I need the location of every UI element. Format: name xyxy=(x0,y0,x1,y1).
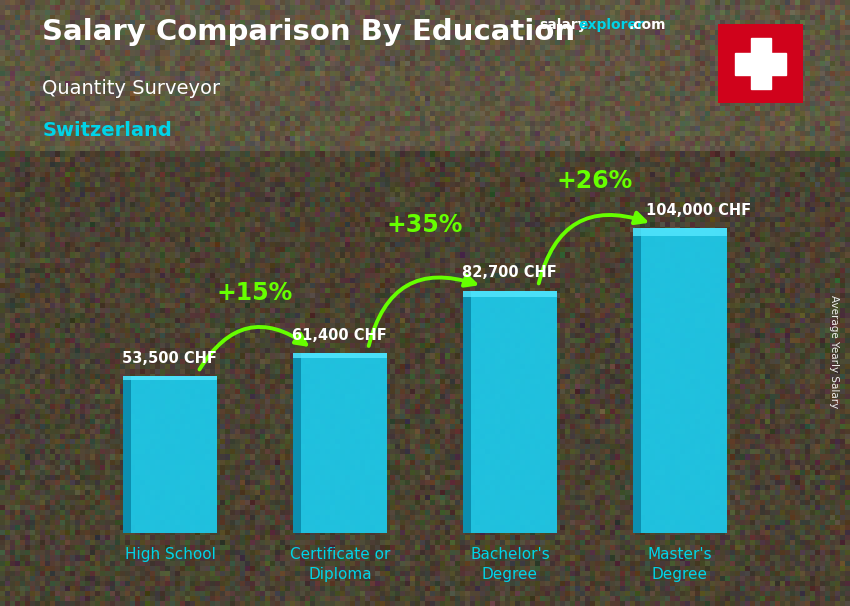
Text: Switzerland: Switzerland xyxy=(42,121,173,140)
Bar xyxy=(123,376,217,380)
Text: Average Yearly Salary: Average Yearly Salary xyxy=(829,295,839,408)
Bar xyxy=(123,376,217,533)
Text: 82,700 CHF: 82,700 CHF xyxy=(462,265,557,280)
Bar xyxy=(463,290,557,296)
FancyArrowPatch shape xyxy=(369,275,475,346)
Bar xyxy=(633,228,727,533)
Text: explorer: explorer xyxy=(579,18,644,32)
Bar xyxy=(123,376,131,533)
Bar xyxy=(463,290,471,533)
Text: +15%: +15% xyxy=(217,281,293,305)
Text: +26%: +26% xyxy=(557,169,633,193)
Bar xyxy=(463,290,557,533)
Bar xyxy=(293,353,387,358)
Text: salary: salary xyxy=(540,18,587,32)
Bar xyxy=(735,53,786,75)
Bar xyxy=(293,353,387,533)
Text: 61,400 CHF: 61,400 CHF xyxy=(292,328,387,343)
FancyArrowPatch shape xyxy=(539,213,645,284)
Bar xyxy=(293,353,301,533)
Bar xyxy=(633,228,641,533)
Bar xyxy=(751,38,771,89)
FancyArrowPatch shape xyxy=(200,327,306,370)
Text: 104,000 CHF: 104,000 CHF xyxy=(646,203,751,218)
Text: +35%: +35% xyxy=(387,213,463,237)
Text: Quantity Surveyor: Quantity Surveyor xyxy=(42,79,221,98)
Text: .com: .com xyxy=(629,18,666,32)
Text: 53,500 CHF: 53,500 CHF xyxy=(122,351,218,366)
Text: Salary Comparison By Education: Salary Comparison By Education xyxy=(42,18,575,46)
Bar xyxy=(633,228,727,236)
